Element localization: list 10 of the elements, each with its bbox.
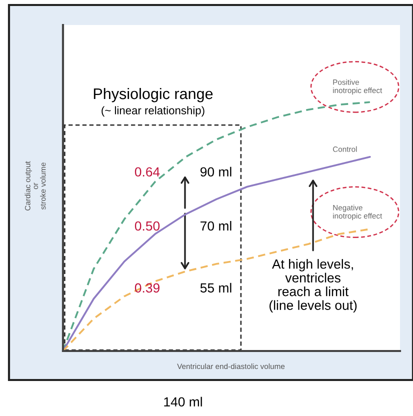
annotation: 55 ml	[200, 282, 232, 293]
annotation: (~ linear relationship)	[102, 106, 204, 117]
annotation: 0.50	[134, 221, 160, 231]
annotation: At high levels, ventricles reach a limit (line levels out)	[270, 259, 357, 313]
annotation: 70 ml	[200, 220, 232, 231]
text: 140 ml	[164, 396, 202, 407]
annotation: Physiologic range	[94, 88, 213, 102]
annotation: 0.64	[134, 167, 160, 177]
annotation: 0.39	[134, 283, 160, 293]
annotation: 90 ml	[200, 166, 232, 177]
